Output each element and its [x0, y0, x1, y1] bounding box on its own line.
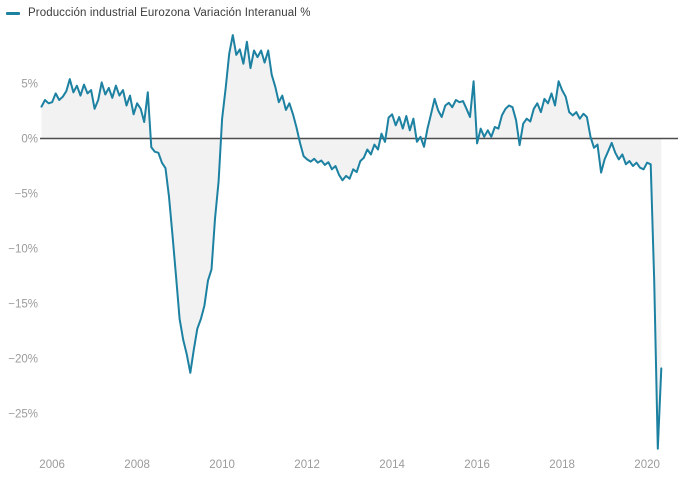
x-tick-label: 2016 [464, 459, 490, 471]
x-tick-label: 2020 [634, 459, 660, 471]
x-tick-label: 2008 [124, 459, 150, 471]
legend-label: Producción industrial Eurozona Variación… [28, 7, 311, 19]
x-tick-label: 2010 [209, 459, 235, 471]
legend-line-swatch-icon [6, 11, 20, 15]
y-tick-label: −25% [8, 409, 38, 421]
series-area-fill [41, 35, 662, 449]
x-tick-label: 2006 [39, 459, 65, 471]
x-tick-label: 2012 [294, 459, 320, 471]
x-tick-label: 2014 [379, 459, 405, 471]
y-tick-label: 0% [21, 134, 38, 146]
legend: Producción industrial Eurozona Variación… [6, 7, 311, 19]
series-line [40, 34, 663, 450]
x-tick-label: 2018 [549, 459, 575, 471]
y-tick-label: −20% [8, 354, 38, 366]
y-tick-label: −5% [15, 189, 38, 201]
y-tick-label: −15% [8, 299, 38, 311]
y-tick-label: 5% [21, 79, 38, 91]
y-tick-label: −10% [8, 244, 38, 256]
